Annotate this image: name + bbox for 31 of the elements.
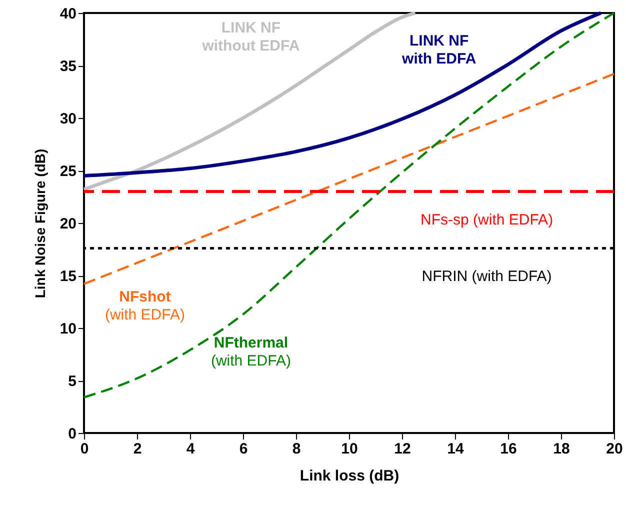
- line-series: [82, 11, 602, 178]
- series-label: NFthermal (with EDFA): [210, 334, 291, 370]
- x-tick-label: 8: [292, 440, 301, 458]
- y-tick-label: 5: [68, 373, 76, 390]
- y-tick-label: 20: [60, 216, 76, 232]
- y-axis-title: Link Noise Figure (dB): [32, 148, 48, 298]
- series-label: LINK NF without EDFA: [201, 20, 300, 55]
- series-label: NFshot (with EDFA): [104, 288, 185, 324]
- y-tick-label: 30: [60, 110, 76, 128]
- y-tick-label: 10: [60, 320, 76, 338]
- ref-line-label: NFs-sp (with EDFA): [420, 212, 554, 228]
- x-axis-title: Link loss (dB): [300, 468, 400, 484]
- y-tick-label: 25: [60, 163, 76, 180]
- x-tick-label: 0: [80, 440, 89, 458]
- x-tick-label: 14: [447, 440, 464, 458]
- x-tick-label: 6: [239, 440, 248, 458]
- y-tick-label: 35: [60, 58, 76, 75]
- x-tick-label: 18: [553, 440, 570, 458]
- y-tick-label: 0: [68, 426, 76, 442]
- x-tick-label: 4: [186, 440, 196, 458]
- x-tick-label: 12: [394, 440, 411, 458]
- x-tick-label: 20: [606, 440, 623, 458]
- ref-line-label: NFRIN (with EDFA): [422, 268, 552, 286]
- x-tick-label: 2: [133, 440, 142, 458]
- y-tick-label: 40: [60, 6, 76, 22]
- x-tick-label: 10: [341, 440, 358, 458]
- line-series: [82, 12, 616, 398]
- x-tick-label: 16: [500, 440, 517, 458]
- line-series: [82, 72, 616, 285]
- series-label: LINK NF with EDFA: [401, 32, 476, 68]
- y-tick-label: 15: [60, 268, 76, 285]
